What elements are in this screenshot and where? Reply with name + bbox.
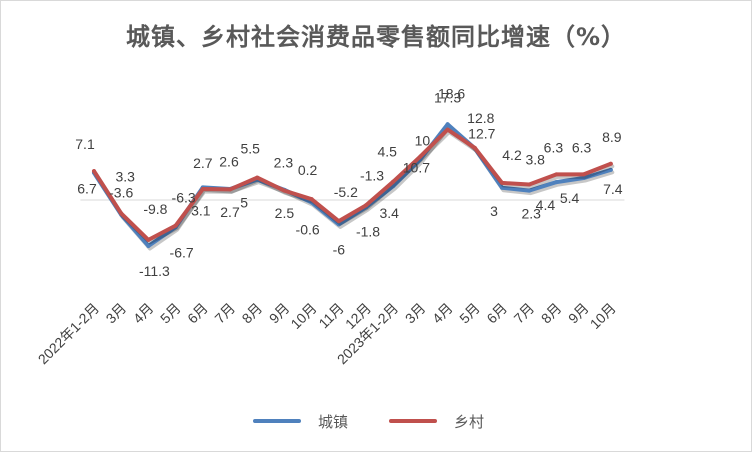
data-label: 3.3 [115, 168, 135, 184]
data-label: 12.8 [467, 110, 494, 126]
data-label: -9.8 [143, 201, 167, 217]
chart-title: 城镇、乡村社会消费品零售额同比增速（%） [125, 23, 627, 51]
data-label: -0.6 [296, 221, 320, 237]
data-point [500, 180, 504, 185]
data-label: -6 [333, 241, 346, 257]
data-label: 6.3 [544, 139, 564, 155]
x-tick-label: 10月 [287, 300, 319, 332]
data-point [500, 185, 504, 190]
data-point [445, 127, 450, 132]
data-point [608, 161, 613, 166]
x-tick-label: 8月 [538, 300, 565, 327]
data-point [336, 219, 341, 224]
data-label: -1.3 [360, 167, 384, 183]
data-point [282, 188, 287, 193]
x-tick-label: 3月 [103, 300, 130, 327]
series-shadow-1 [93, 124, 615, 251]
data-point [527, 182, 532, 187]
data-point [173, 223, 178, 228]
data-label: 2.3 [274, 155, 294, 171]
data-label: 4.4 [536, 197, 556, 213]
x-tick-label: 7月 [211, 300, 238, 327]
series-line-2 [92, 127, 613, 242]
data-point [608, 167, 613, 172]
legend-label: 城镇 [318, 414, 348, 431]
data-label: -6.3 [172, 190, 196, 206]
data-label: 2.7 [193, 155, 213, 171]
series-shadow-2 [93, 130, 615, 245]
data-label: -6.7 [170, 244, 194, 260]
x-tick-label: 5月 [157, 300, 184, 327]
data-label: 2.3 [521, 206, 541, 222]
x-tick-label: 3月 [402, 300, 429, 327]
data-label: -1.8 [356, 223, 380, 239]
data-point [554, 172, 559, 177]
x-tick-label: 2022年1-2月 [35, 300, 102, 367]
data-label: 3 [490, 203, 498, 219]
x-tick-label: 11月 [315, 300, 346, 331]
data-label: 10.7 [403, 159, 430, 175]
data-point [527, 188, 532, 193]
data-label: 5.5 [240, 141, 260, 157]
data-point [418, 154, 423, 159]
legend-label: 乡村 [454, 414, 484, 431]
data-label: 4.2 [502, 147, 522, 163]
data-point [146, 237, 151, 242]
data-point [554, 180, 559, 185]
data-label: 12.7 [468, 125, 495, 141]
x-tick-label: 4月 [429, 300, 456, 327]
data-label: 5 [240, 195, 248, 211]
data-label: 10 [415, 132, 431, 148]
data-label: 18.6 [438, 85, 465, 101]
data-label: -3.6 [109, 185, 133, 201]
data-label: 2.7 [220, 204, 240, 220]
data-label: 2.6 [219, 153, 239, 169]
data-point [391, 179, 396, 184]
data-label: 0.2 [298, 162, 318, 178]
data-label: 6.7 [77, 181, 97, 197]
data-point [92, 169, 96, 174]
data-point [336, 222, 341, 227]
data-point [146, 243, 151, 248]
data-point [445, 122, 450, 127]
data-point [119, 211, 124, 216]
data-point [228, 187, 232, 192]
x-tick-label: 10月 [587, 300, 619, 332]
data-point [200, 187, 205, 192]
data-point [581, 176, 586, 181]
data-label: 3.1 [191, 202, 211, 218]
data-point [364, 203, 368, 208]
data-label: 3.8 [525, 152, 545, 168]
x-tick-label: 6月 [483, 300, 510, 327]
x-tick-label: 5月 [456, 300, 483, 327]
data-point [255, 175, 260, 180]
x-tick-label: 8月 [239, 300, 266, 327]
data-label: -5.2 [334, 184, 358, 200]
data-label: 3.4 [379, 205, 399, 221]
data-label: 7.4 [603, 181, 623, 197]
data-label: 4.5 [377, 144, 397, 160]
data-point [309, 197, 314, 202]
x-tick-label: 7月 [511, 300, 538, 327]
data-label: -11.3 [139, 263, 170, 279]
data-label: 6.3 [572, 139, 592, 155]
data-point [472, 145, 477, 150]
data-point [581, 172, 586, 177]
data-label: 5.4 [560, 190, 580, 206]
x-tick-label: 6月 [184, 300, 211, 327]
data-label: 2.5 [275, 205, 295, 221]
data-label: 7.1 [75, 136, 95, 152]
data-label: 8.9 [602, 129, 622, 145]
x-tick-label: 4月 [130, 300, 157, 327]
data-label: 17.3 [434, 90, 461, 106]
